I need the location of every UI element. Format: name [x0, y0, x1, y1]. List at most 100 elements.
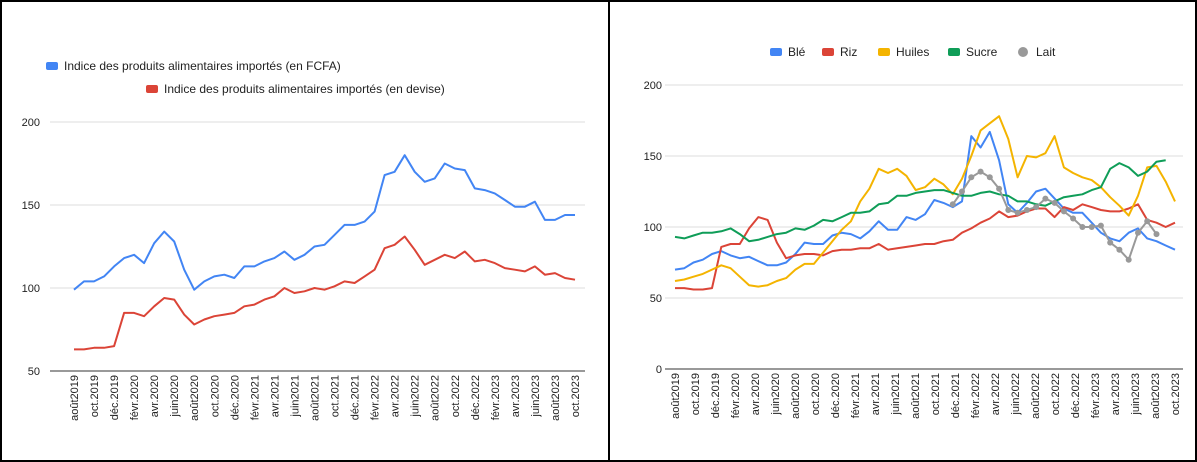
legend-swatch-indice-des-produits-alimentaires-importes-en-devise: [146, 85, 158, 93]
x-tick-label-aout2023: août2023: [550, 375, 562, 421]
series-ble: [674, 130, 1176, 271]
legend-label-riz: Riz: [840, 45, 857, 59]
legend-item-indice-des-produits-alimentaires-importes-en-fcfa: Indice des produits alimentaires importé…: [46, 59, 341, 73]
x-tick-label-juin2020: juin2020: [770, 373, 782, 416]
y-tick-label-200: 200: [644, 80, 662, 92]
point-lait-32: [968, 174, 975, 181]
legend-swatch-huiles: [878, 48, 890, 56]
point-lait-45: [1088, 224, 1095, 230]
x-tick-label-oct-2021: oct.2021: [330, 375, 342, 417]
x-tick-label-oct-2019: oct.2019: [690, 373, 702, 415]
series-line-ble: [674, 130, 1176, 271]
legend-label-indice-des-produits-alimentaires-importes-en-devise: Indice des produits alimentaires importé…: [164, 82, 445, 96]
series-line-indice-des-produits-alimentaires-importes-en-devise: [74, 235, 576, 351]
legend-swatch-sucre: [948, 48, 960, 56]
x-tick-label-aout2020: août2020: [790, 373, 802, 419]
x-tick-label-dec-2021: déc.2021: [350, 375, 362, 420]
legend-swatch-indice-des-produits-alimentaires-importes-en-fcfa: [46, 62, 58, 70]
legend-label-sucre: Sucre: [966, 45, 998, 59]
x-tick-label-avr-2023: avr.2023: [510, 375, 522, 417]
x-tick-label-oct-2020: oct.2020: [810, 373, 822, 415]
x-tick-label-dec-2022: déc.2022: [470, 375, 482, 420]
x-tick-label-avr-2023: avr.2023: [1110, 373, 1122, 415]
point-lait-49: [1125, 256, 1132, 263]
x-tick-label-dec-2022: déc.2022: [1070, 373, 1082, 418]
chart-1: 50 100 150 200 août2019 oct.2019 déc.2019 févr.…: [22, 59, 585, 421]
point-lait-39: [1033, 204, 1040, 211]
x-tick-label-avr-2021: avr.2021: [870, 373, 882, 415]
point-lait-33: [977, 168, 984, 175]
y-tick-label-200: 200: [22, 117, 40, 129]
legend-item-riz: Riz: [822, 45, 857, 59]
point-lait-51: [1144, 218, 1151, 225]
legend-swatch-lait: [1018, 47, 1028, 57]
x-tick-label-aout2019: août2019: [69, 375, 81, 421]
x-tick-label-aout2019: août2019: [670, 373, 682, 419]
x-tick-label-dec-2020: déc.2020: [229, 375, 241, 420]
legend-swatch-riz: [822, 48, 834, 56]
x-tick-label-avr-2022: avr.2022: [390, 375, 402, 417]
x-tick-label-avr-2020: avr.2020: [149, 375, 161, 417]
legend-swatch-ble: [770, 48, 782, 56]
legend-item-ble: Blé: [770, 45, 806, 59]
x-tick-label-aout2021: août2021: [910, 373, 922, 419]
x-tick-label-aout2022: août2022: [1030, 373, 1042, 419]
x-tick-label-oct-2020: oct.2020: [209, 375, 221, 417]
point-lait-36: [1005, 207, 1012, 213]
point-lait-44: [1079, 224, 1086, 230]
point-lait-48: [1116, 246, 1123, 253]
x-tick-label-fevr-2020: févr.2020: [730, 373, 742, 418]
y-tick-label-50: 50: [28, 366, 40, 378]
point-lait-42: [1060, 208, 1067, 215]
point-lait-30: [949, 201, 956, 208]
x-tick-label-juin2020: juin2020: [169, 375, 181, 418]
x-tick-label-juin2022: juin2022: [410, 375, 422, 418]
x-tick-label-oct-2021: oct.2021: [930, 373, 942, 415]
x-tick-label-juin2023: juin2023: [1130, 373, 1142, 416]
point-lait-50: [1135, 229, 1141, 236]
legend-item-sucre: Sucre: [948, 45, 998, 59]
series-sucre: [674, 159, 1166, 243]
x-tick-label-avr-2022: avr.2022: [990, 373, 1002, 415]
x-tick-label-fevr-2020: févr.2020: [129, 375, 141, 420]
x-tick-label-oct-2019: oct.2019: [89, 375, 101, 417]
x-tick-label-juin2023: juin2023: [530, 375, 542, 418]
y-tick-label-150: 150: [22, 200, 40, 212]
point-lait-35: [996, 185, 1003, 192]
point-lait-31: [959, 188, 965, 195]
legend-label-indice-des-produits-alimentaires-importes-en-fcfa: Indice des produits alimentaires importé…: [64, 59, 341, 73]
x-tick-label-oct-2023: oct.2023: [570, 375, 582, 417]
point-lait-41: [1051, 199, 1058, 206]
x-tick-label-juin2021: juin2021: [289, 375, 301, 418]
x-tick-label-avr-2020: avr.2020: [750, 373, 762, 415]
x-tick-label-fevr-2022: févr.2022: [370, 375, 382, 420]
point-lait-52: [1153, 231, 1160, 238]
legend-item-indice-des-produits-alimentaires-importes-en-devise: Indice des produits alimentaires importé…: [146, 82, 445, 96]
x-tick-label-fevr-2023: févr.2023: [490, 375, 502, 420]
series-indice-des-produits-alimentaires-importes-en-fcfa: [73, 154, 575, 291]
x-tick-label-oct-2022: oct.2022: [1050, 373, 1062, 415]
point-lait-46: [1097, 222, 1104, 229]
series-huiles: [674, 115, 1176, 288]
series-lait: [949, 168, 1160, 263]
x-tick-label-dec-2021: déc.2021: [950, 373, 962, 418]
x-tick-label-oct-2022: oct.2022: [450, 375, 462, 417]
series-line-indice-des-produits-alimentaires-importes-en-fcfa: [73, 154, 575, 291]
series-indice-des-produits-alimentaires-importes-en-devise: [74, 235, 576, 351]
x-tick-label-fevr-2021: févr.2021: [249, 375, 261, 420]
chart-2: 0 50 100 150 200 août2019 oct.2019 déc.2019 févr…: [644, 45, 1183, 419]
x-tick-label-aout2020: août2020: [189, 375, 201, 421]
legend-item-lait: Lait: [1018, 45, 1056, 59]
x-tick-label-dec-2020: déc.2020: [830, 373, 842, 418]
y-tick-label-50: 50: [650, 293, 662, 305]
x-tick-label-fevr-2022: févr.2022: [970, 373, 982, 418]
x-tick-label-juin2021: juin2021: [890, 373, 902, 416]
x-tick-label-fevr-2023: févr.2023: [1090, 373, 1102, 418]
x-tick-label-avr-2021: avr.2021: [269, 375, 281, 417]
legend-item-huiles: Huiles: [878, 45, 929, 59]
x-tick-label-oct-2023: oct.2023: [1170, 373, 1182, 415]
y-tick-label-100: 100: [644, 222, 662, 234]
point-lait-40: [1042, 195, 1049, 202]
